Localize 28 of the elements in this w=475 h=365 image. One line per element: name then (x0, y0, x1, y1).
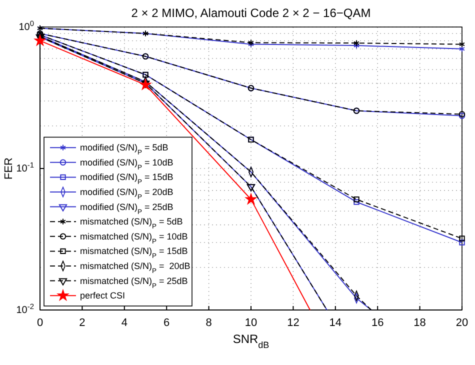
y-tick-label: 10$^{0}$ (18, 18, 34, 34)
legend-label: mismatched (S/N)$_{P}$ = 10dB (80, 231, 188, 245)
legend-label: perfect CSI (80, 290, 126, 301)
chart-title: 2 × 2 MIMO, Alamouti Code 2 × 2 − 16−QAM (131, 6, 371, 20)
legend-label: mismatched (S/N)$_{P}$ = 15dB (80, 246, 188, 260)
x-tick-label: 16 (371, 316, 384, 329)
legend-label: modified (S/N)$_{P}$ = 5dB (80, 142, 168, 156)
y-tick-label: 10$^{-2}$ (16, 302, 34, 316)
x-tick-label: 6 (164, 316, 170, 329)
x-tick-label: 14 (329, 316, 342, 329)
y-tick-label: 10$^{-1}$ (16, 160, 34, 175)
legend-label: modified (S/N)$_{P}$ = 25dB (80, 202, 174, 216)
x-tick-label: 10 (244, 316, 258, 329)
x-tick-label: 18 (414, 316, 426, 329)
x-tick-label: 2 (79, 316, 86, 329)
legend-label: mismatched (S/N)$_{P}$ = 20dB (80, 261, 190, 274)
legend-label: modified (S/N)$_{P}$ = 15dB (80, 172, 174, 186)
x-tick-label: 20 (456, 316, 468, 329)
x-tick-label: 4 (121, 316, 128, 329)
y-axis-title: FER (3, 157, 15, 180)
legend-label: modified (S/N)$_{P}$ = 10dB (80, 157, 174, 171)
legend-label: mismatched (S/N)$_{P}$ = 25dB (80, 276, 188, 290)
x-tick-label: 8 (206, 316, 212, 329)
legend-label: mismatched (S/N)$_{P}$ = 5dB (80, 216, 183, 230)
x-axis-title: SNR$_{dB}$ (232, 332, 270, 350)
legend-label: modified (S/N)$_{P}$ = 20dB (80, 187, 174, 200)
x-tick-label: 12 (287, 316, 300, 329)
x-tick-label: 0 (36, 316, 44, 329)
